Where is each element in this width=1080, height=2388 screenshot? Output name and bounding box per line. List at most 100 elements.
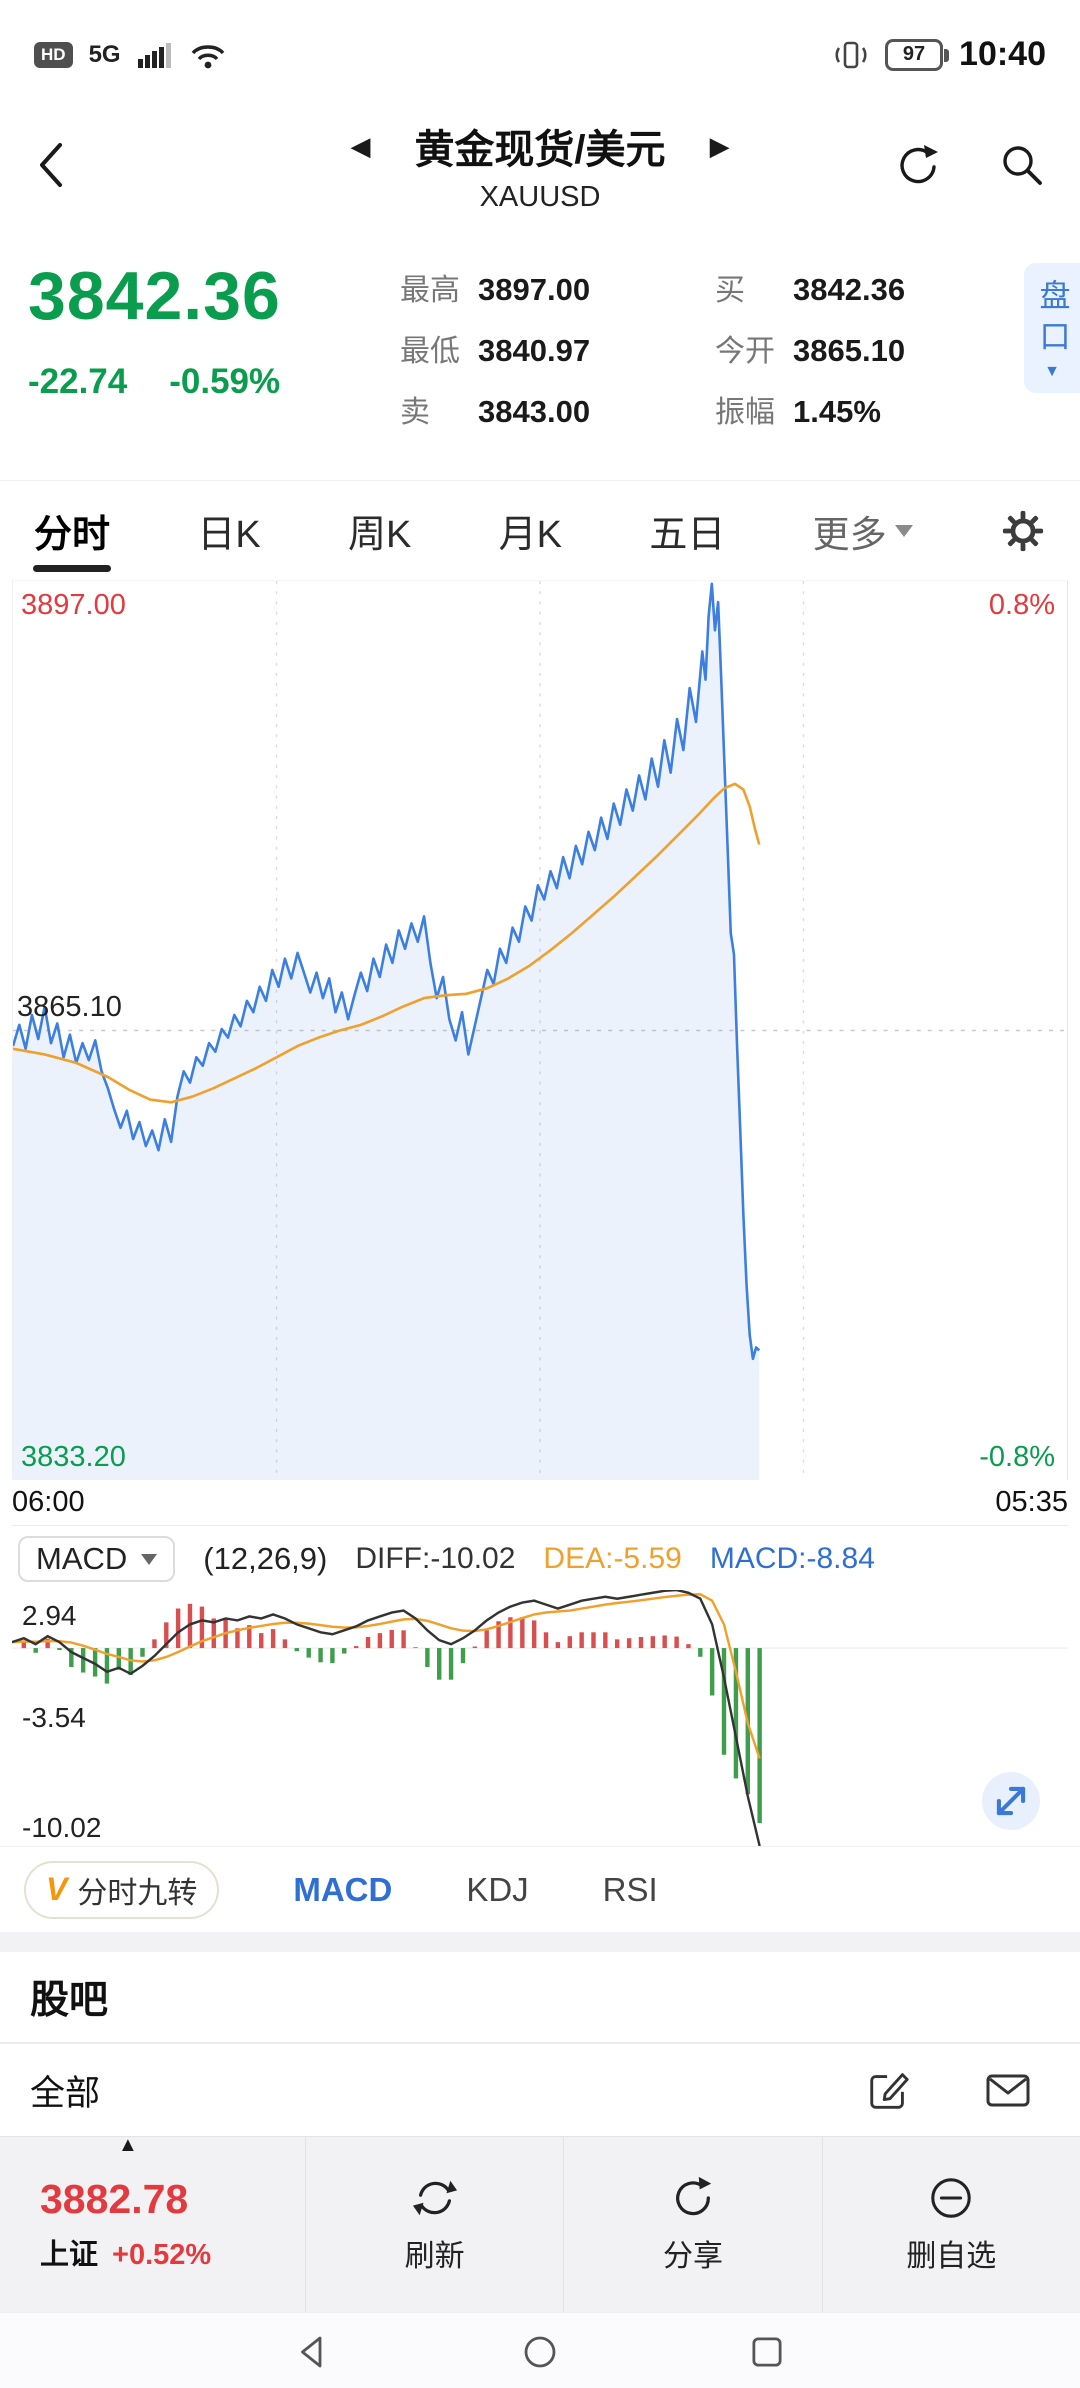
expand-panel-triangle-icon[interactable]: ▲ [118, 2134, 138, 2156]
average-line [13, 782, 761, 1104]
tab-5day[interactable]: 五日 [649, 514, 726, 556]
nav-home-button[interactable] [519, 2331, 561, 2373]
mail-icon[interactable] [984, 2067, 1032, 2113]
dif-line [12, 1590, 761, 1846]
macd-hist-bar [175, 1608, 181, 1649]
compose-post-icon[interactable] [866, 2067, 912, 2113]
macd-hist-bar [472, 1646, 478, 1649]
axis-high-price: 3897.00 [21, 589, 126, 621]
macd-hist-bar [543, 1632, 549, 1649]
nav-back-button[interactable] [292, 2331, 334, 2373]
macd-hist-bar [709, 1648, 715, 1696]
instrument-symbol: XAUUSD [479, 180, 601, 213]
price-area [13, 583, 760, 1480]
android-nav-bar [0, 2312, 1080, 2388]
indicator-tab-rsi[interactable]: RSI [602, 1870, 658, 1908]
status-time: 10:40 [959, 35, 1046, 73]
period-tabs: 分时 日K 周K 月K 五日 更多 [0, 480, 1080, 580]
macd-hist-bar [662, 1635, 667, 1649]
search-icon[interactable] [998, 141, 1046, 189]
macd-hist-bar [591, 1632, 596, 1649]
vibrate-icon [833, 39, 869, 71]
share-button[interactable]: 分享 [563, 2137, 821, 2312]
dea-line [12, 1593, 761, 1759]
macd-hist-bar [614, 1639, 620, 1649]
macd-axis-min: -10.02 [22, 1812, 102, 1843]
last-price: 3842.36 [28, 258, 281, 334]
macd-hist-bar [531, 1620, 537, 1649]
macd-axis-mid: -3.54 [22, 1702, 86, 1733]
macd-hist-bar [187, 1603, 193, 1649]
expand-fullscreen-button[interactable] [982, 1772, 1040, 1830]
macd-hist-bar [353, 1646, 359, 1649]
nav-recents-button[interactable] [746, 2331, 788, 2373]
stat-low: 最低 3840.97 [400, 333, 591, 368]
indicator-select[interactable]: MACD [18, 1536, 176, 1582]
macd-hist-bar [306, 1648, 311, 1658]
macd-hist-bar [235, 1628, 240, 1649]
macd-chart[interactable]: 2.94 -3.54 -10.02 [12, 1590, 1068, 1846]
tab-monthly[interactable]: 月K [498, 514, 563, 556]
macd-hist-bar [757, 1648, 762, 1824]
status-bar: HD 5G 97 10:40 [0, 0, 1080, 95]
wifi-icon [189, 41, 227, 69]
chart-settings-gear-icon[interactable] [1000, 508, 1046, 554]
stat-bid: 买 3842.36 [715, 272, 906, 307]
macd-hist-bar [448, 1648, 454, 1680]
macd-svg [12, 1590, 1068, 1846]
macd-diff-reading: DIFF:-10.02 [355, 1542, 516, 1575]
macd-hist-bar [259, 1633, 264, 1649]
macd-hist-bar [686, 1644, 691, 1649]
macd-hist-bar [650, 1636, 656, 1649]
refresh-icon[interactable] [894, 141, 942, 189]
indicator-tab-kdj[interactable]: KDJ [466, 1870, 529, 1908]
refresh-button[interactable]: 刷新 [305, 2137, 563, 2312]
macd-hist-bar [80, 1648, 86, 1673]
macd-hist-bar [603, 1632, 608, 1649]
macd-hist-bar [377, 1633, 383, 1649]
page-title: 黄金现货/美元 [414, 127, 666, 172]
nine-turn-v-icon: V [46, 1871, 68, 1907]
section-divider [0, 1932, 1080, 1952]
macd-hist-bar [674, 1636, 679, 1649]
tab-weekly[interactable]: 周K [348, 514, 412, 556]
order-book-button[interactable]: 盘口 ▼ [1024, 263, 1080, 393]
header: ◀ 黄金现货/美元 ▶ XAUUSD [0, 95, 1080, 235]
macd-hist-bar [721, 1648, 727, 1755]
macd-hist-bar [247, 1625, 252, 1649]
price-change-pct: -0.59% [169, 362, 281, 402]
macd-hist-bar [104, 1648, 110, 1684]
forum-filter-all[interactable]: 全部 [30, 2073, 101, 2113]
macd-hist-bar [460, 1648, 466, 1664]
index-change-pct: +0.52% [112, 2239, 212, 2271]
intraday-chart[interactable]: 3897.00 0.8% 3865.10 3833.20 -0.8% [12, 580, 1068, 1480]
index-quote-button[interactable]: ▲ 3882.78 上证 +0.52% [0, 2134, 305, 2312]
macd-hist-bar [626, 1638, 632, 1649]
next-instrument-icon[interactable]: ▶ [709, 130, 730, 161]
chevron-down-icon [894, 524, 913, 537]
macd-axis-max: 2.94 [22, 1600, 77, 1631]
macd-hist-bar [57, 1648, 62, 1651]
bottom-toolbar: ▲ 3882.78 上证 +0.52% 刷新 分享 [0, 2134, 1080, 2312]
more-periods-button[interactable]: 更多 [813, 481, 913, 580]
macd-params: (12,26,9) [203, 1541, 328, 1576]
battery-icon: 97 [885, 38, 950, 71]
axis-baseline-price: 3865.10 [17, 990, 122, 1023]
intraday-svg [13, 581, 1067, 1480]
macd-hist-bar [567, 1636, 573, 1649]
macd-hist-bar [270, 1629, 276, 1649]
nine-turn-pill-button[interactable]: V 分时九转 [24, 1860, 220, 1919]
chevron-down-icon: ▼ [1044, 363, 1060, 380]
chevron-down-icon [141, 1553, 158, 1565]
prev-instrument-icon[interactable]: ◀ [350, 130, 371, 161]
macd-hist-bar [199, 1606, 205, 1649]
remove-watchlist-button[interactable]: 删自选 [821, 2137, 1080, 2312]
macd-hist-bar [638, 1637, 644, 1649]
network-5g-label: 5G [88, 40, 121, 68]
macd-hist-bar [282, 1639, 288, 1649]
indicator-tab-macd[interactable]: MACD [293, 1870, 393, 1908]
axis-low-price: 3833.20 [21, 1441, 126, 1473]
back-button[interactable] [34, 137, 94, 193]
tab-daily[interactable]: 日K [197, 514, 261, 556]
tab-intraday[interactable]: 分时 [34, 481, 110, 580]
